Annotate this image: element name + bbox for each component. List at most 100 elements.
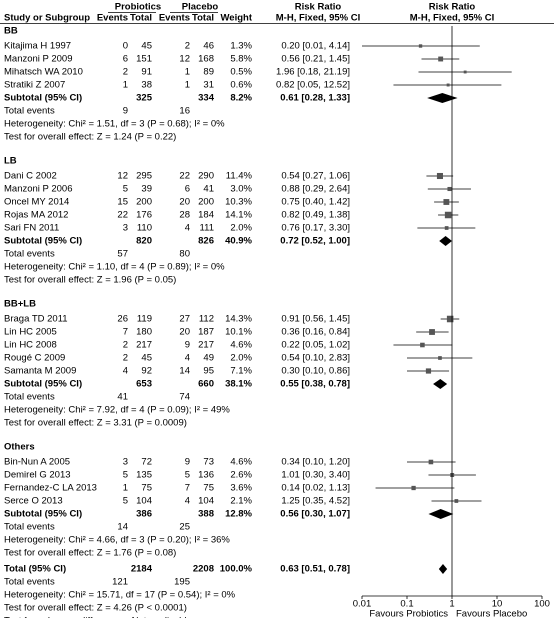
group-name: BB+LB <box>4 299 36 310</box>
cell-n2: 660 <box>198 379 214 390</box>
cell-n1: 119 <box>137 314 152 325</box>
cell-e1: 26 <box>117 314 128 325</box>
point-estimate <box>438 56 444 62</box>
cell-e2: 9 <box>185 457 190 468</box>
ci-label: 1.01 [0.30, 3.40] <box>281 470 350 481</box>
x-tick-label: 10 <box>492 599 503 610</box>
cell-n2: 200 <box>198 197 214 208</box>
cell-e1: 5 <box>123 184 128 195</box>
cell-e1: 5 <box>123 470 128 481</box>
ci-label: 0.75 [0.40, 1.42] <box>281 197 350 208</box>
weight: 3.6% <box>230 483 252 494</box>
weight: 2.1% <box>230 496 252 507</box>
cell-n1: 295 <box>136 171 152 182</box>
ci-label: 0.30 [0.10, 0.86] <box>281 366 350 377</box>
cell-n1: 75 <box>141 483 152 494</box>
cell-e2: 1 <box>185 67 190 78</box>
point-estimate <box>418 44 423 48</box>
subtotal-label: Subtotal (95% CI) <box>4 236 82 247</box>
cell-n2: 388 <box>198 509 214 520</box>
subtotal-label: Subtotal (95% CI) <box>4 93 82 104</box>
weight: 14.3% <box>225 314 252 325</box>
study-name: Demirel G 2013 <box>4 470 71 481</box>
cell-n1: 45 <box>141 353 152 364</box>
cell-e1: 7 <box>123 327 128 338</box>
cell-e2: 80 <box>179 249 190 260</box>
weight: 10.1% <box>225 327 252 338</box>
study-name: Mihatsch WA 2010 <box>4 67 83 78</box>
rr-method: M-H, Fixed, 95% CI <box>276 13 360 24</box>
cell-e2: 2 <box>185 41 190 52</box>
study-name: Oncel MY 2014 <box>4 197 69 208</box>
weight: 4.6% <box>230 457 252 468</box>
cell-e2: 4 <box>185 496 190 507</box>
group1-header: Probiotics <box>115 2 161 13</box>
cell-n1: 135 <box>136 470 152 481</box>
cell-n1: 38 <box>141 80 152 91</box>
group-name: Others <box>4 442 35 453</box>
point-estimate <box>463 70 467 74</box>
heterogeneity: Heterogeneity: Chi² = 4.66, df = 3 (P = … <box>4 535 230 546</box>
ci-label: 0.56 [0.21, 1.45] <box>281 54 350 65</box>
cell-n1: 92 <box>141 366 152 377</box>
cell-e2: 25 <box>179 522 190 533</box>
cell-e2: 16 <box>179 106 190 117</box>
cell-n1: 200 <box>136 197 152 208</box>
cell-n1: 325 <box>136 93 153 104</box>
events-label: Total events <box>4 577 55 588</box>
group-name: BB <box>4 26 18 37</box>
cell-n2: 73 <box>203 457 214 468</box>
overall-effect: Test for overall effect: Z = 3.31 (P = 0… <box>4 418 187 429</box>
cell-e1: 3 <box>123 457 128 468</box>
overall-effect: Test for overall effect: Z = 1.24 (P = 0… <box>4 132 176 143</box>
point-estimate <box>454 499 459 503</box>
ci-label: 0.55 [0.38, 0.78] <box>280 379 350 390</box>
weight: 12.8% <box>225 509 252 520</box>
point-estimate <box>425 368 432 374</box>
point-estimate <box>429 329 435 335</box>
cell-e2: 4 <box>185 353 190 364</box>
cell-n2: 217 <box>198 340 214 351</box>
point-estimate <box>411 485 416 491</box>
point-estimate <box>444 226 449 230</box>
cell-e2: 22 <box>179 171 190 182</box>
cell-e1: 3 <box>123 223 128 234</box>
weight: 4.6% <box>230 340 252 351</box>
plot-header: Risk Ratio <box>429 2 476 13</box>
point-estimate <box>446 315 454 323</box>
cell-e1: 6 <box>123 54 128 65</box>
cell-e2: 7 <box>185 483 190 494</box>
rr-header: Risk Ratio <box>295 2 342 13</box>
cell-e2: 28 <box>179 210 190 221</box>
point-estimate <box>444 211 452 219</box>
heterogeneity: Heterogeneity: Chi² = 7.92, df = 4 (P = … <box>4 405 230 416</box>
cell-n1: 72 <box>141 457 152 468</box>
weight: 5.8% <box>230 54 252 65</box>
x-tick-label: 1 <box>449 599 454 610</box>
weight: 8.2% <box>230 93 252 104</box>
cell-n1: 104 <box>136 496 152 507</box>
x-tick-label: 100 <box>534 599 550 610</box>
cell-e2: 27 <box>179 314 190 325</box>
study-name: Braga TD 2011 <box>4 314 68 325</box>
cell-n1: 180 <box>136 327 152 338</box>
weight: 14.1% <box>225 210 252 221</box>
cell-n2: 826 <box>198 236 214 247</box>
ci-label: 0.61 [0.28, 1.33] <box>280 93 350 104</box>
cell-e2: 195 <box>174 577 190 588</box>
ci-label: 0.88 [0.29, 2.64] <box>281 184 350 195</box>
point-estimate <box>420 342 425 348</box>
study-name: Lin HC 2008 <box>4 340 57 351</box>
study-name: Manzoni P 2009 <box>4 54 73 65</box>
cell-e2: 12 <box>179 54 190 65</box>
ci-label: 0.63 [0.51, 0.78] <box>280 564 350 575</box>
subgroup-differences: Test for subgroup differences: Not appli… <box>4 616 192 618</box>
cell-n2: 104 <box>198 496 214 507</box>
cell-n2: 168 <box>198 54 214 65</box>
cell-e2: 6 <box>185 184 190 195</box>
cell-e1: 14 <box>117 522 128 533</box>
cell-e2: 9 <box>185 340 190 351</box>
cell-n2: 75 <box>203 483 214 494</box>
cell-n2: 89 <box>203 67 214 78</box>
